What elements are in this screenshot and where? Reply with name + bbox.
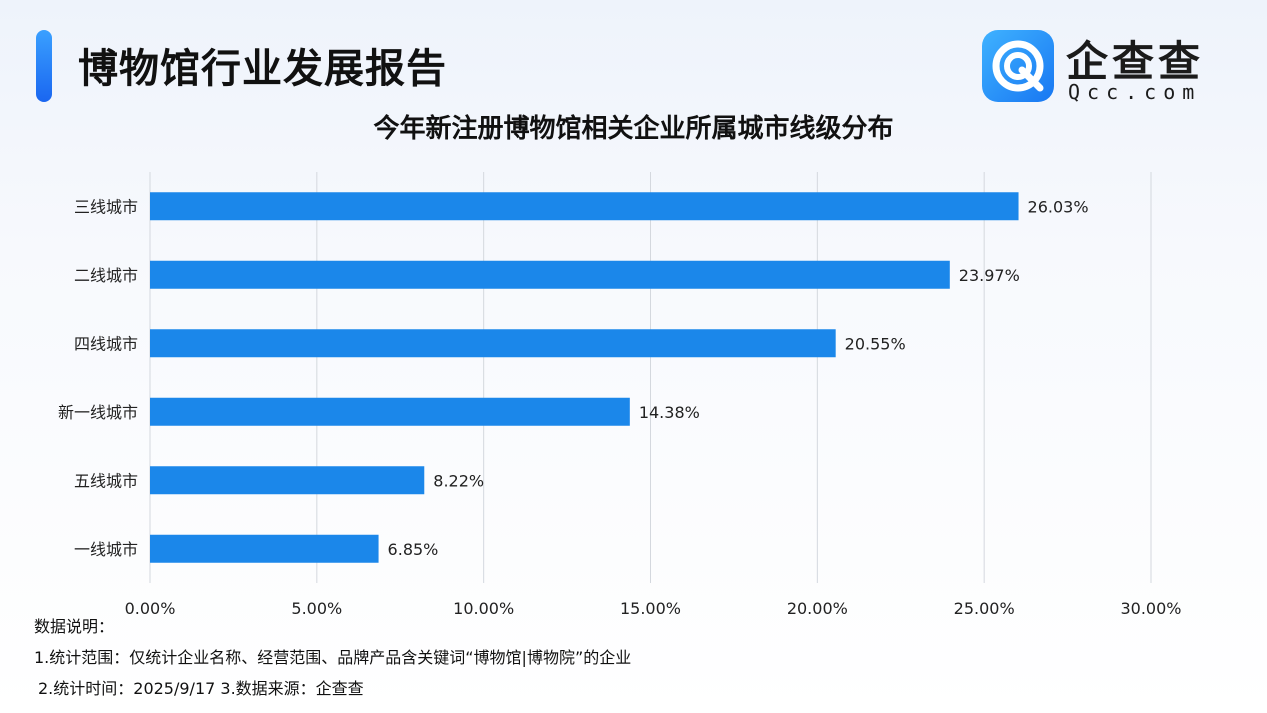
data-label: 26.03% xyxy=(1028,197,1089,216)
bar xyxy=(150,534,379,563)
notes-time-source: 2.统计时间：2025/9/17 3.数据来源：企查查 xyxy=(38,679,364,698)
bar xyxy=(150,466,425,495)
category-label: 新一线城市 xyxy=(58,403,138,422)
data-notes: 数据说明： 1.统计范围：仅统计企业名称、经营范围、品牌产品含关键词“博物馆|博… xyxy=(34,616,631,709)
x-tick-label: 20.00% xyxy=(787,599,848,618)
x-tick-label: 15.00% xyxy=(620,599,681,618)
x-tick-label: 25.00% xyxy=(954,599,1015,618)
qcc-logo: 企查查 Qcc.com xyxy=(982,30,1214,104)
category-label: 一线城市 xyxy=(74,540,138,559)
category-label: 四线城市 xyxy=(74,334,138,353)
bar xyxy=(150,260,950,289)
category-label: 三线城市 xyxy=(74,197,138,216)
chart-title: 今年新注册博物馆相关企业所属城市线级分布 xyxy=(373,114,894,144)
logo-name: 企查查 xyxy=(1066,37,1205,86)
x-tick-label: 30.00% xyxy=(1120,599,1181,618)
data-label: 23.97% xyxy=(959,266,1020,285)
bar xyxy=(150,329,836,358)
data-label: 6.85% xyxy=(388,540,439,559)
logo-domain: Qcc.com xyxy=(1068,80,1202,104)
bar xyxy=(150,397,630,426)
notes-scope: 1.统计范围：仅统计企业名称、经营范围、品牌产品含关键词“博物馆|博物院”的企业 xyxy=(34,648,632,667)
category-label: 五线城市 xyxy=(74,471,138,490)
x-tick-label: 10.00% xyxy=(453,599,514,618)
qcc-logo-icon xyxy=(982,30,1054,102)
data-label: 20.55% xyxy=(845,334,906,353)
bar xyxy=(150,192,1019,221)
report-title: 博物馆行业发展报告 xyxy=(78,46,447,92)
category-label: 二线城市 xyxy=(74,266,138,285)
data-label: 14.38% xyxy=(639,403,700,422)
x-tick-label: 5.00% xyxy=(291,599,342,618)
notes-heading: 数据说明： xyxy=(34,617,115,636)
title-accent-bar xyxy=(36,30,52,102)
x-tick-label: 0.00% xyxy=(125,599,176,618)
data-label: 8.22% xyxy=(433,471,484,490)
